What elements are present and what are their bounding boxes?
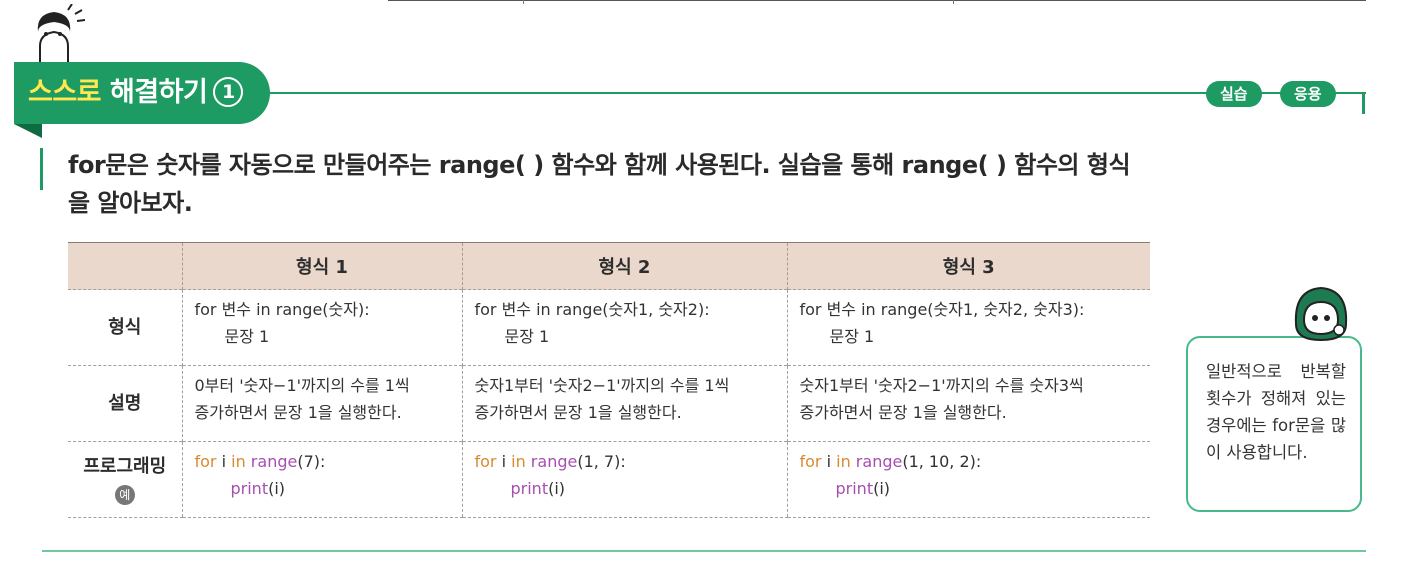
code-args: (i) <box>548 479 566 498</box>
mascot-character-icon <box>37 4 86 65</box>
table-cell: for i in range(1, 10, 2): print(i) <box>786 441 1150 518</box>
section-number-badge: 1 <box>213 77 244 107</box>
section-title: 스스로 해결하기 1 <box>28 76 244 110</box>
row-label-format: 형식 <box>68 289 182 366</box>
table-row-format: 형식 for 변수 in range(숫자): 문장 1 for 변수 in r… <box>68 289 1150 366</box>
code-variable: i <box>216 452 232 471</box>
table-cell: for i in range(1, 7): print(i) <box>461 441 787 518</box>
code-variable: i <box>496 452 512 471</box>
code-function: range <box>850 452 903 471</box>
table-header-cell <box>68 242 182 290</box>
table-cell: for 변수 in range(숫자1, 숫자2): 문장 1 <box>461 289 787 366</box>
helmet-mascot-icon <box>1294 286 1348 342</box>
code-function: print <box>835 479 874 498</box>
description-line: 증가하면서 문장 1을 실행한다. <box>799 403 1007 422</box>
intro-text: for문은 숫자를 자동으로 만들어주는 range( ) 함수와 함께 사용된… <box>68 146 1168 222</box>
code-line: for i in range(1, 7): <box>475 448 777 475</box>
table-cell: 숫자1부터 '숫자2−1'까지의 수를 숫자3씩 증가하면서 문장 1을 실행한… <box>786 365 1150 442</box>
code-line: print(i) <box>800 475 1141 502</box>
code-line: print(i) <box>475 475 777 502</box>
row-label-description: 설명 <box>68 365 182 442</box>
table-header-cell: 형식 2 <box>461 242 787 290</box>
code-function: range <box>245 452 298 471</box>
code-keyword: in <box>511 452 526 471</box>
description-line: 숫자1부터 '숫자2−1'까지의 수를 1씩 <box>474 376 730 395</box>
code-variable: i <box>821 452 837 471</box>
code-keyword: for <box>799 452 822 471</box>
code-line: for i in range(1, 10, 2): <box>800 448 1141 475</box>
table-header-cell: 형식 3 <box>786 242 1150 290</box>
intro-line-2: 을 알아보자. <box>68 189 193 217</box>
range-format-table: 형식 1 형식 2 형식 3 형식 for 변수 in range(숫자): 문… <box>68 242 1150 518</box>
description-line: 0부터 '숫자−1'까지의 수를 1씩 <box>194 376 410 395</box>
format-line: for 변수 in range(숫자): <box>194 300 370 319</box>
table-header-cell: 형식 1 <box>181 242 462 290</box>
code-keyword: in <box>836 452 851 471</box>
practice-tag: 실습 <box>1206 81 1262 107</box>
format-line: for 변수 in range(숫자1, 숫자2): <box>474 300 710 319</box>
section-title-highlight: 스스로 <box>28 77 102 108</box>
table-row-description: 설명 0부터 '숫자−1'까지의 수를 1씩 증가하면서 문장 1을 실행한다.… <box>68 365 1150 442</box>
code-function: print <box>230 479 269 498</box>
code-keyword: in <box>231 452 246 471</box>
section-header-rule <box>268 92 1366 94</box>
table-cell: for 변수 in range(숫자1, 숫자2, 숫자3): 문장 1 <box>786 289 1150 366</box>
tip-text: 일반적으로 반복할 횟수가 정해져 있는 경우에는 for문을 많이 사용합니다… <box>1206 362 1346 462</box>
code-args: (1, 10, 2): <box>902 452 982 471</box>
row-label-programming: 프로그래밍 예 <box>68 441 182 518</box>
apply-tag: 응용 <box>1280 81 1336 107</box>
code-function: print <box>510 479 549 498</box>
format-statement: 문장 1 <box>829 327 875 346</box>
code-keyword: for <box>194 452 217 471</box>
code-args: (1, 7): <box>577 452 626 471</box>
code-keyword: for <box>474 452 497 471</box>
format-statement: 문장 1 <box>504 327 550 346</box>
section-header-rule-end <box>1362 92 1365 114</box>
section-title-rest: 해결하기 <box>109 77 208 108</box>
format-statement: 문장 1 <box>224 327 270 346</box>
code-line: for i in range(7): <box>195 448 452 475</box>
intro-accent-bar <box>40 148 43 190</box>
code-args: (i) <box>873 479 891 498</box>
format-line: for 변수 in range(숫자1, 숫자2, 숫자3): <box>799 300 1085 319</box>
description-line: 증가하면서 문장 1을 실행한다. <box>474 403 682 422</box>
top-rule-tick <box>953 0 954 4</box>
section-header: 스스로 해결하기 1 <box>14 62 272 138</box>
table-cell: 숫자1부터 '숫자2−1'까지의 수를 1씩 증가하면서 문장 1을 실행한다. <box>461 365 787 442</box>
code-args: (7): <box>297 452 326 471</box>
bottom-rule <box>42 550 1366 552</box>
table-row-programming: 프로그래밍 예 for i in range(7): print(i) for … <box>68 441 1150 518</box>
tip-box: 일반적으로 반복할 횟수가 정해져 있는 경우에는 for문을 많이 사용합니다… <box>1186 336 1362 512</box>
row-label-programming-text: 프로그래밍 <box>83 455 167 477</box>
description-line: 증가하면서 문장 1을 실행한다. <box>194 403 402 422</box>
section-header-fold <box>14 124 42 138</box>
table-cell: for 변수 in range(숫자): 문장 1 <box>181 289 462 366</box>
intro-line-1: for문은 숫자를 자동으로 만들어주는 range( ) 함수와 함께 사용된… <box>68 151 1131 179</box>
table-header-row: 형식 1 형식 2 형식 3 <box>68 242 1150 290</box>
code-function: range <box>525 452 578 471</box>
table-cell: for i in range(7): print(i) <box>181 441 462 518</box>
top-rule <box>388 0 1366 1</box>
top-rule-tick <box>523 0 524 4</box>
code-args: (i) <box>268 479 286 498</box>
example-badge: 예 <box>114 484 135 505</box>
table-cell: 0부터 '숫자−1'까지의 수를 1씩 증가하면서 문장 1을 실행한다. <box>181 365 462 442</box>
code-line: print(i) <box>195 475 452 502</box>
description-line: 숫자1부터 '숫자2−1'까지의 수를 숫자3씩 <box>799 376 1084 395</box>
